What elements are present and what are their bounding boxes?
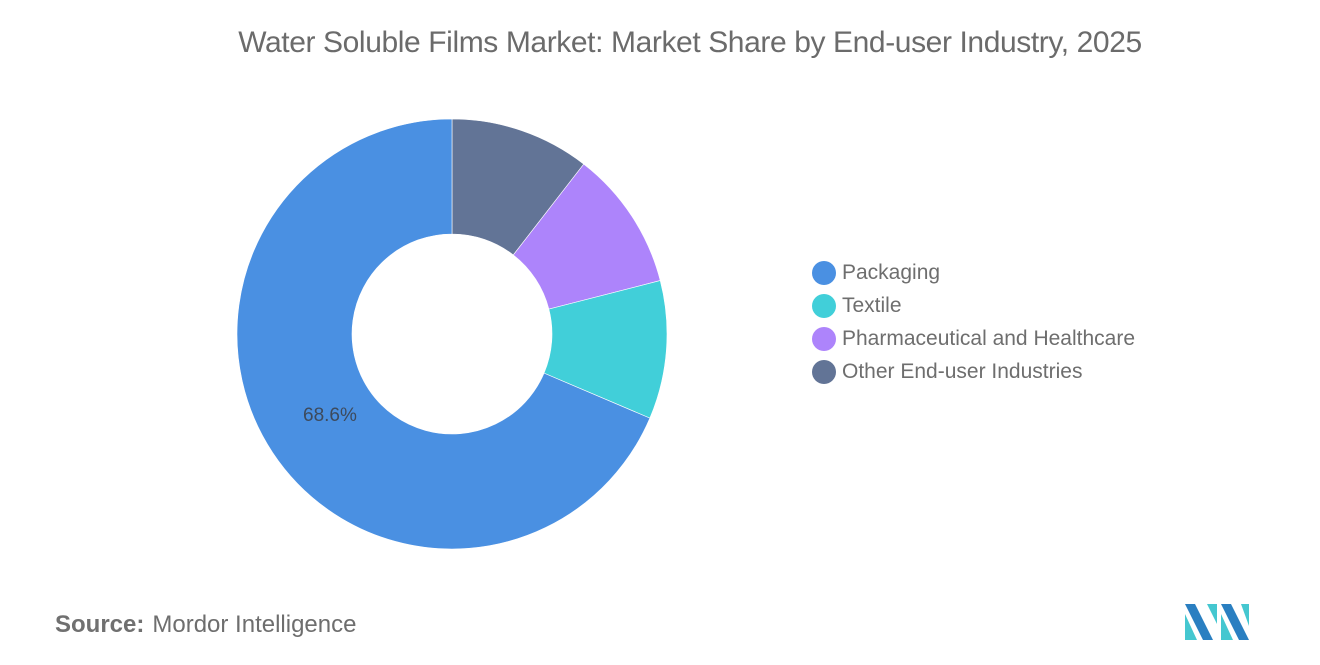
source-note: Source: Mordor Intelligence bbox=[55, 611, 356, 639]
legend-item-other[interactable]: Other End-user Industries bbox=[812, 355, 1135, 388]
source-value: Mordor Intelligence bbox=[152, 611, 357, 638]
donut-slices bbox=[236, 118, 668, 550]
legend-label: Pharmaceutical and Healthcare bbox=[842, 326, 1135, 350]
legend-label: Packaging bbox=[842, 260, 941, 284]
legend-item-pharmaceutical[interactable]: Pharmaceutical and Healthcare bbox=[812, 322, 1135, 355]
donut-chart: 68.6% bbox=[236, 118, 668, 550]
legend-item-textile[interactable]: Textile bbox=[812, 289, 1135, 322]
legend-swatch-icon bbox=[812, 359, 836, 384]
data-label-packaging: 68.6% bbox=[303, 405, 357, 426]
legend-item-packaging[interactable]: Packaging bbox=[812, 256, 1135, 289]
legend-swatch-icon bbox=[812, 293, 836, 318]
legend-label: Textile bbox=[842, 293, 902, 317]
source-label: Source: bbox=[55, 611, 145, 638]
legend-label: Other End-user Industries bbox=[842, 359, 1083, 383]
legend-swatch-icon bbox=[812, 326, 836, 351]
mordor-intelligence-logo-icon bbox=[1185, 604, 1249, 640]
legend: Packaging Textile Pharmaceutical and Hea… bbox=[812, 256, 1135, 388]
chart-title: Water Soluble Films Market: Market Share… bbox=[238, 26, 1142, 59]
slice-packaging[interactable] bbox=[236, 118, 651, 550]
legend-swatch-icon bbox=[812, 260, 836, 285]
